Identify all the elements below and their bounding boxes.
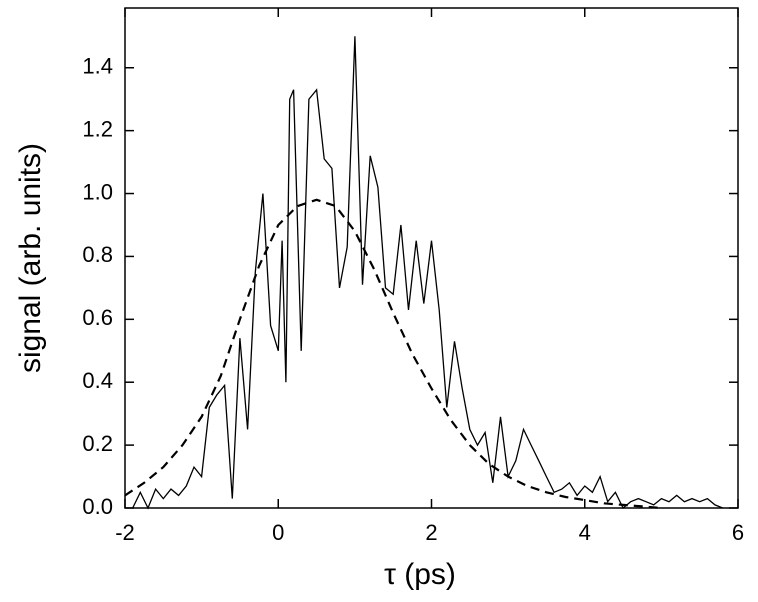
x-tick-label: 4 <box>579 520 591 545</box>
y-tick-label: 0.4 <box>82 368 113 393</box>
y-tick-label: 0.8 <box>82 242 113 267</box>
data-line <box>132 36 723 510</box>
x-tick-label: -2 <box>115 520 135 545</box>
x-tick-label: 6 <box>732 520 744 545</box>
y-tick-label: 0.0 <box>82 494 113 519</box>
data-line <box>124 198 662 510</box>
x-tick-label: 0 <box>272 520 284 545</box>
y-tick-label: 1.4 <box>82 54 113 79</box>
y-tick-label: 0.6 <box>82 305 113 330</box>
x-tick-label: 2 <box>425 520 437 545</box>
x-axis-label: τ (ps) <box>384 558 456 591</box>
plot-frame <box>124 7 739 509</box>
y-tick-label: 0.2 <box>82 431 113 456</box>
y-tick-label: 1.0 <box>82 179 113 204</box>
y-axis-label: signal (arb. units) <box>14 143 47 373</box>
y-tick-label: 1.2 <box>82 116 113 141</box>
